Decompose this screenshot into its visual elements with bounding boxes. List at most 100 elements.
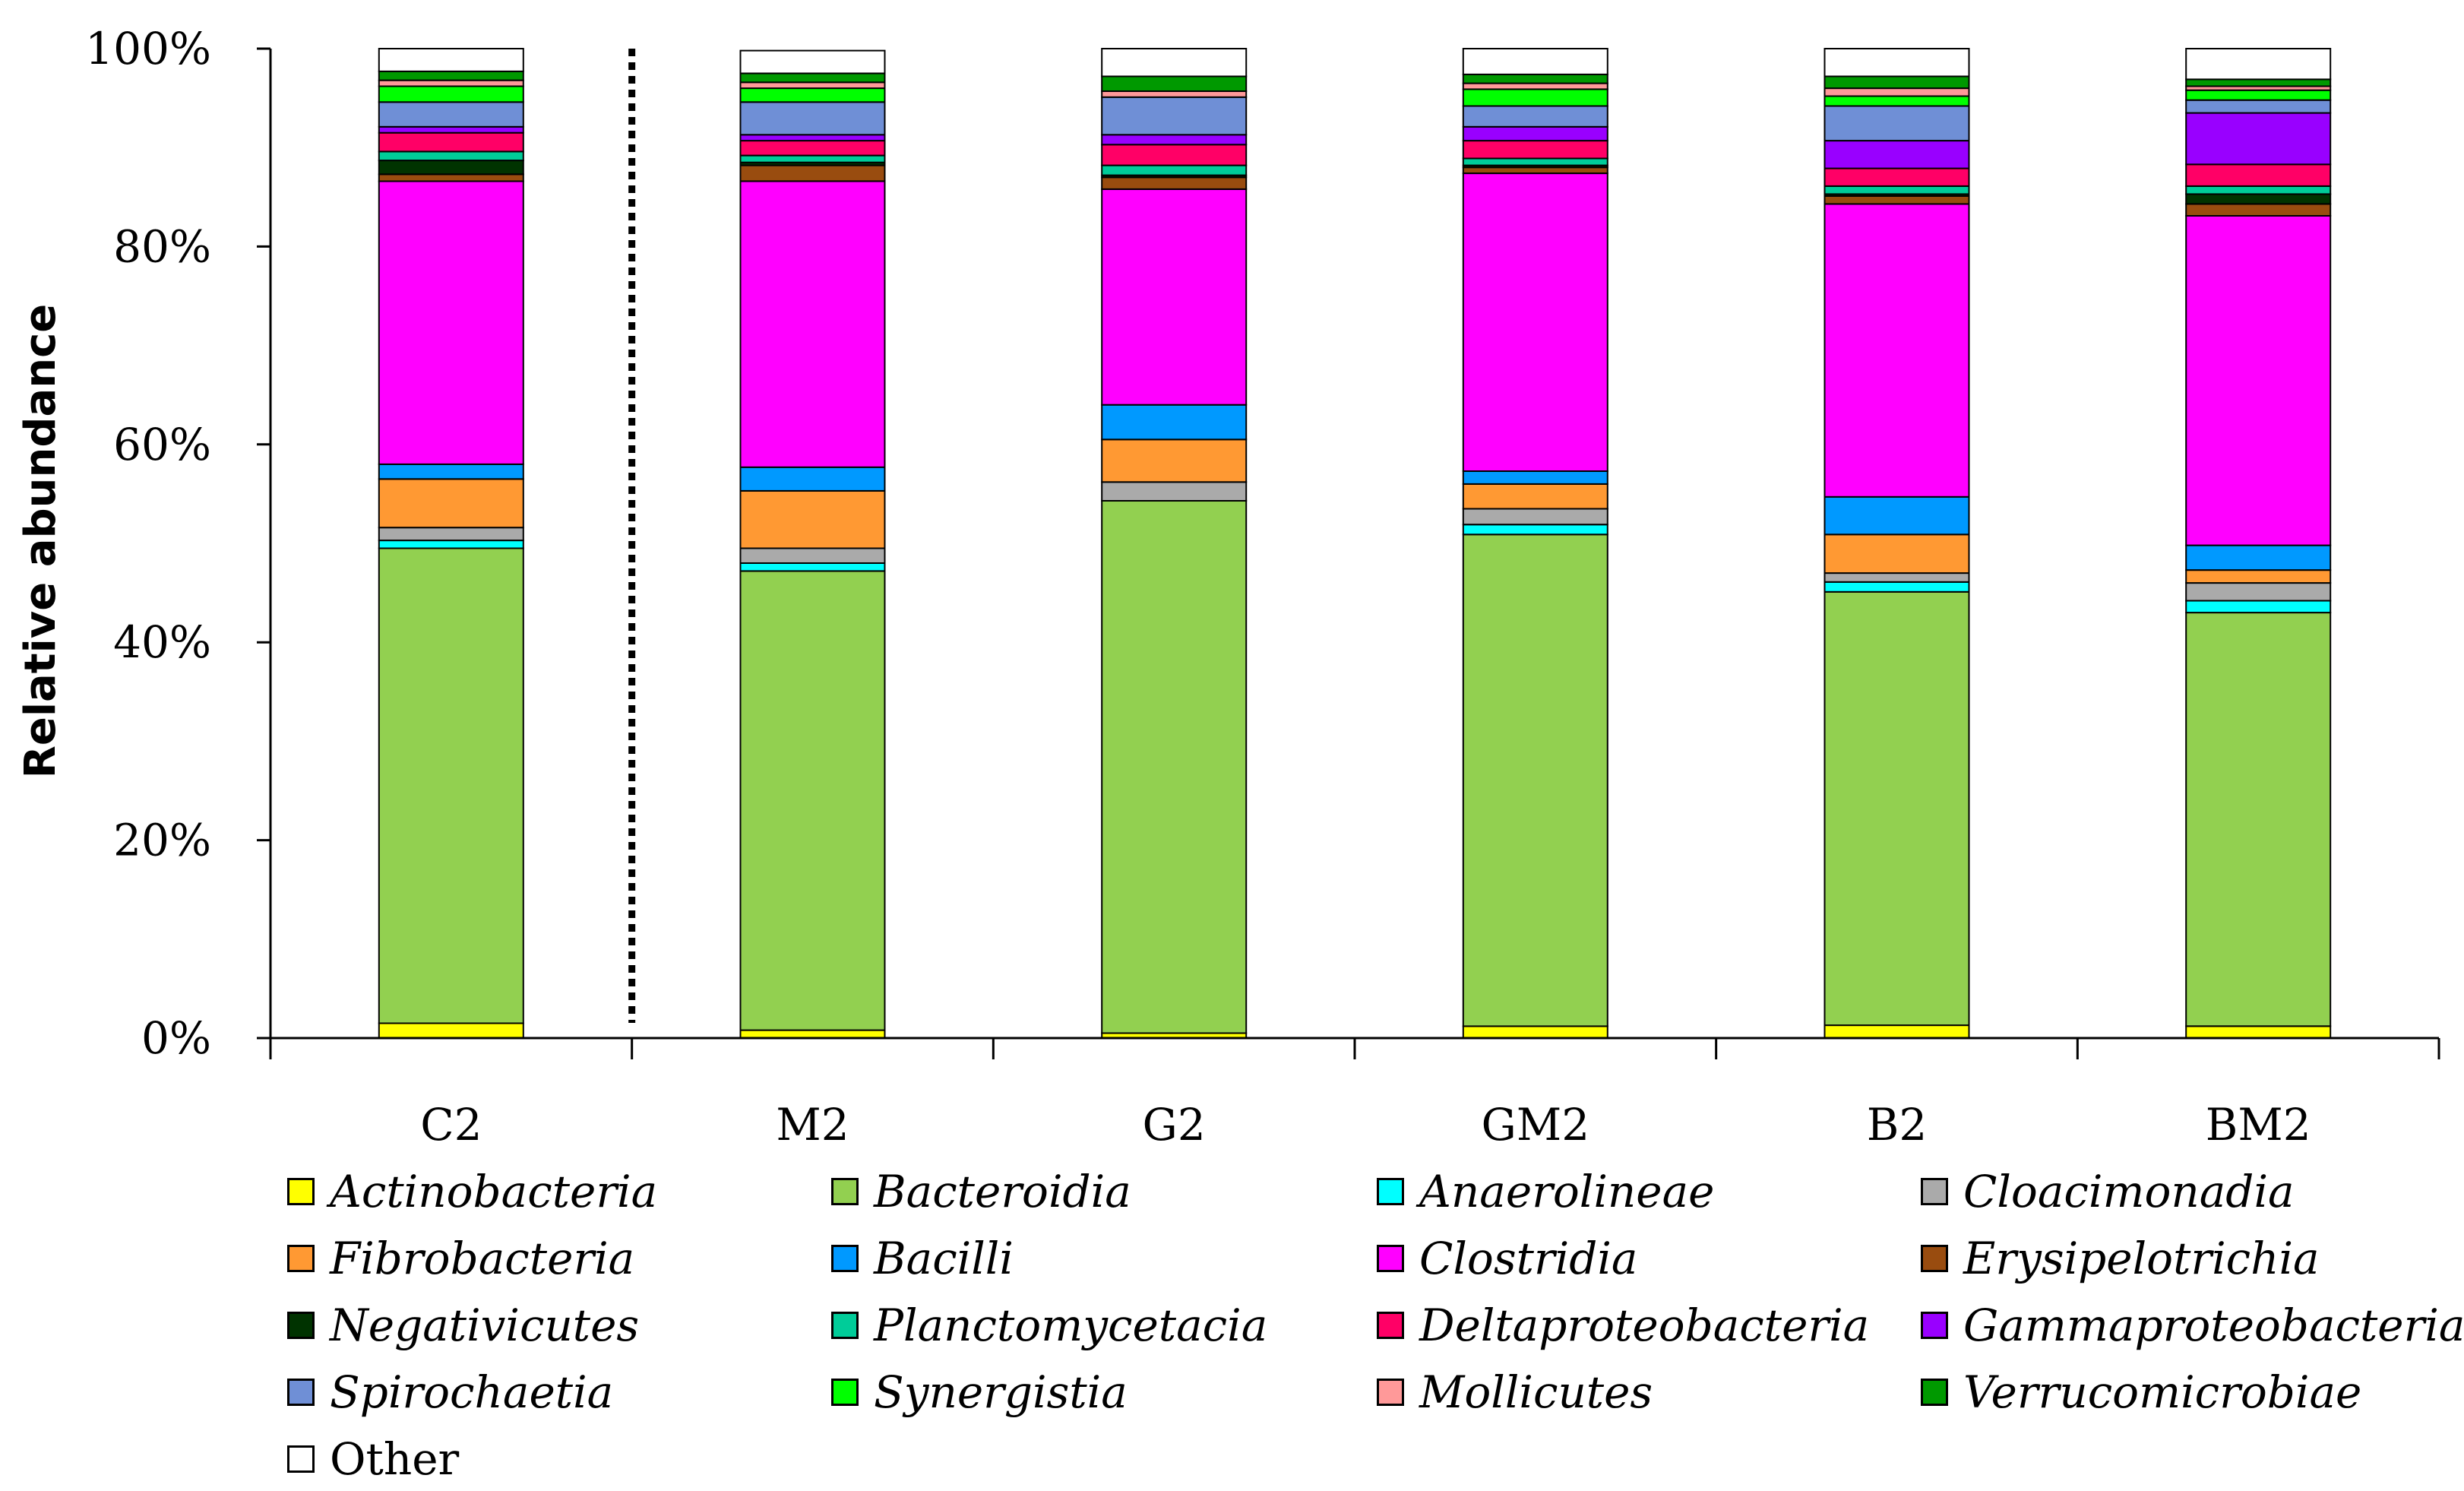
bar-segment	[739, 154, 886, 163]
bar-segment	[1823, 140, 1970, 169]
y-axis-label: Relative abundance	[16, 304, 65, 779]
bar-segment	[378, 547, 524, 1024]
bar-segment	[1462, 88, 1608, 107]
bar-segment	[2185, 569, 2332, 584]
y-tick-label: 20%	[113, 815, 211, 866]
bar-segment	[378, 150, 524, 162]
bar-segment	[1101, 164, 1248, 176]
bar-segment	[739, 180, 886, 468]
y-tick-label: 60%	[113, 419, 211, 470]
legend-item: Spirochaetia	[287, 1363, 613, 1421]
bar-segment	[2185, 215, 2332, 546]
bar-segment	[378, 85, 524, 103]
bar-segment	[1462, 508, 1608, 526]
bar-segment	[378, 173, 524, 182]
bar-segment	[739, 466, 886, 492]
bar-segment	[2185, 112, 2332, 166]
bar-segment	[1101, 481, 1248, 502]
bar-segment	[1462, 105, 1608, 128]
bar-segment	[1462, 524, 1608, 536]
bar-segment	[739, 134, 886, 142]
bar-segment	[1823, 495, 1970, 536]
legend-label: Gammaproteobacteria	[1963, 1299, 2464, 1351]
bar-segment	[739, 81, 886, 90]
y-tick-label: 80%	[113, 220, 211, 272]
x-category-label: G2	[1143, 1099, 1206, 1151]
y-tick-label: 40%	[113, 616, 211, 668]
legend-label: Bacilli	[874, 1233, 1014, 1284]
legend-swatch	[831, 1178, 859, 1205]
bar-segment	[739, 570, 886, 1031]
bar-segment	[2185, 612, 2332, 1027]
x-category-label: M2	[776, 1099, 849, 1151]
bar-segment	[1823, 590, 1970, 1027]
bar-segment	[1823, 533, 1970, 575]
bar-segment	[2185, 99, 2332, 114]
bar-segment	[378, 131, 524, 153]
legend-label: Anaerolineae	[1419, 1166, 1715, 1217]
legend: Actinobacteria Bacteroidia Anaerolineae Clo…	[287, 1163, 2464, 1485]
legend-item: Fibrobacteria	[287, 1230, 634, 1287]
legend-label: Verrucomicrobiae	[1963, 1366, 2362, 1418]
bar-segment	[378, 463, 524, 480]
bar-segment	[1462, 82, 1608, 90]
y-tick-label: 0%	[141, 1012, 211, 1064]
bar-segment	[1823, 185, 1970, 195]
legend-label: Synergistia	[874, 1366, 1128, 1418]
bar-segment	[1462, 173, 1608, 472]
bar-segment	[1462, 166, 1608, 174]
legend-swatch	[287, 1445, 315, 1473]
legend-swatch	[1921, 1178, 1948, 1205]
bar-segment	[1101, 48, 1248, 78]
legend-swatch	[287, 1379, 315, 1406]
legend-label: Erysipelotrichia	[1963, 1233, 2320, 1284]
legend-swatch	[831, 1245, 859, 1272]
legend-label: Cloacimonadia	[1963, 1166, 2295, 1217]
bar-segment	[1462, 73, 1608, 84]
bar-segment	[378, 48, 524, 72]
bar-segment	[378, 478, 524, 529]
bar-segment	[2185, 185, 2332, 195]
bar-segment	[1823, 87, 1970, 97]
legend-item: Bacteroidia	[831, 1163, 1131, 1220]
legend-swatch	[1921, 1245, 1948, 1272]
legend-item: Gammaproteobacteria	[1921, 1296, 2464, 1354]
bar-segment	[1101, 96, 1248, 136]
legend-item: Erysipelotrichia	[1921, 1230, 2320, 1287]
bar-segment	[1101, 188, 1248, 406]
bar-segment	[378, 70, 524, 81]
legend-swatch	[1921, 1379, 1948, 1406]
legend-label: Bacteroidia	[874, 1166, 1131, 1217]
bar-segment	[2185, 78, 2332, 87]
bar-segment	[1462, 470, 1608, 485]
bar-segment	[1823, 167, 1970, 187]
legend-item: Synergistia	[831, 1363, 1128, 1421]
legend-label: Actinobacteria	[330, 1166, 658, 1217]
bar-segment	[2185, 582, 2332, 602]
bar-segment	[1462, 483, 1608, 510]
plot-area	[378, 48, 2332, 1040]
legend-item: Bacilli	[831, 1230, 1014, 1287]
axes: 0% 20% 40% 60% 80% 100% C2 M2 G2 GM2 B2 BM2	[85, 23, 2440, 1151]
legend-swatch	[831, 1312, 859, 1339]
bar-segment	[1823, 48, 1970, 78]
bar-segment	[1462, 1025, 1608, 1040]
bar-segment	[2185, 48, 2332, 81]
x-category-label: BM2	[2206, 1099, 2311, 1151]
legend-swatch	[287, 1312, 315, 1339]
bar-segment	[2185, 544, 2332, 571]
bar-segment	[1101, 144, 1248, 166]
bar-segment	[739, 562, 886, 572]
bar-segment	[739, 101, 886, 136]
legend-item: Negativicutes	[287, 1296, 639, 1354]
legend-label: Planctomycetacia	[874, 1299, 1268, 1351]
bar-segment	[1101, 176, 1248, 190]
bar-segment	[1823, 105, 1970, 142]
bar-segment	[378, 1022, 524, 1039]
legend-label: Deltaproteobacteria	[1419, 1299, 1870, 1351]
bar-segment	[2185, 1025, 2332, 1040]
legend-swatch	[1377, 1245, 1404, 1272]
x-category-label: B2	[1867, 1099, 1928, 1151]
bar-segment	[1823, 572, 1970, 583]
